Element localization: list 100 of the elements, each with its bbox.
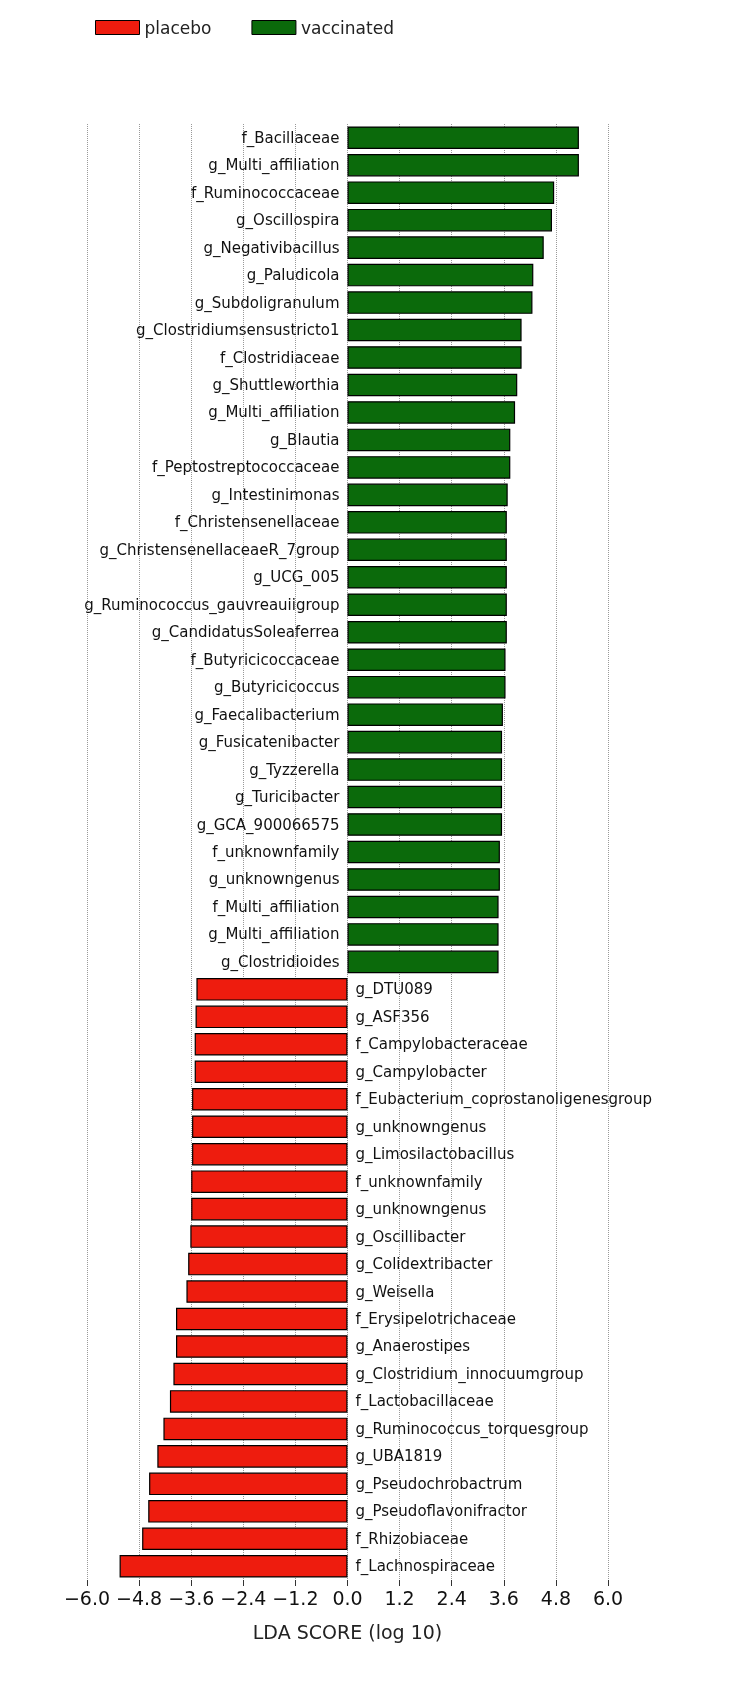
- bar: [149, 1472, 348, 1496]
- bar: [347, 785, 503, 809]
- x-tick-label: −4.8: [116, 1586, 163, 1609]
- bar: [192, 1087, 348, 1111]
- bar: [347, 675, 506, 699]
- y-tick-label: g_Butyricicoccus: [213, 678, 340, 698]
- y-tick-label: g_Limosilactobacillus: [355, 1145, 515, 1165]
- bar: [347, 593, 507, 617]
- bar: [196, 978, 348, 1001]
- y-tick-label: g_unknowngenus: [208, 870, 340, 890]
- bar: [347, 236, 544, 259]
- y-tick-label: g_GCA_900066575: [196, 815, 340, 835]
- bar: [195, 1005, 348, 1029]
- y-tick-label: g_Oscillospira: [236, 211, 340, 231]
- y-tick-label: f_unknownfamily: [212, 843, 340, 862]
- x-tick-label: 4.8: [540, 1586, 572, 1609]
- y-tick-label: g_Faecalibacterium: [194, 705, 340, 725]
- y-tick-label: g_Intestinimonas: [211, 485, 340, 505]
- y-tick-label: f_Eubacterium_coprostanoligenesgroup: [355, 1090, 653, 1110]
- bar: [191, 1170, 348, 1193]
- bar: [347, 153, 579, 177]
- bar: [347, 566, 507, 589]
- y-tick-label: g_Colidextribacter: [355, 1255, 494, 1275]
- y-tick-label: g_Oscillibacter: [355, 1227, 467, 1247]
- y-tick-label: g_ChristensenellaceaeR_7group: [99, 540, 340, 560]
- bar: [157, 1445, 348, 1468]
- bar: [347, 456, 511, 479]
- y-tick-label: g_Pseudochrobactrum: [355, 1474, 523, 1494]
- bar: [347, 620, 507, 644]
- y-tick-label: f_Lactobacillaceae: [355, 1392, 494, 1412]
- bar: [347, 923, 499, 946]
- bar: [176, 1307, 348, 1331]
- x-tick-label: 1.2: [384, 1586, 415, 1609]
- bar: [347, 181, 555, 204]
- y-tick-label: g_Turicibacter: [235, 788, 341, 808]
- bar: [190, 1225, 348, 1248]
- y-tick-label: f_Campylobacteraceae: [355, 1035, 528, 1055]
- bar: [347, 868, 500, 891]
- bar: [347, 318, 522, 342]
- x-tick-label: 0.0: [332, 1586, 363, 1609]
- bar: [347, 126, 579, 149]
- legend-label: placebo: [144, 17, 212, 38]
- y-tick-label: g_Subdoligranulum: [194, 293, 340, 313]
- y-tick-label: g_unknowngenus: [355, 1117, 487, 1137]
- y-tick-label: f_unknownfamily: [355, 1172, 483, 1192]
- y-tick-label: g_Tyzzerella: [249, 760, 340, 780]
- y-tick-label: g_Multi_affiliation: [208, 925, 340, 945]
- x-tick-label: 6.0: [592, 1586, 624, 1609]
- bar: [192, 1142, 348, 1166]
- y-tick-label: g_Weisella: [355, 1282, 435, 1302]
- bar: [347, 730, 503, 754]
- bar: [186, 1280, 348, 1303]
- x-tick-label: −3.6: [168, 1586, 215, 1609]
- y-tick-label: g_Shuttleworthia: [212, 375, 340, 395]
- y-tick-label: f_Lachnospiraceae: [355, 1557, 496, 1577]
- y-tick-label: f_Rhizobiaceae: [355, 1529, 469, 1549]
- bar: [163, 1417, 348, 1441]
- bar: [194, 1060, 348, 1084]
- bar: [347, 511, 507, 534]
- bar: [347, 840, 500, 864]
- y-tick-label: f_Multi_affiliation: [212, 897, 340, 917]
- y-tick-label: g_Negativibacillus: [203, 238, 340, 258]
- bar: [188, 1252, 348, 1276]
- bar: [347, 538, 507, 562]
- bar: [347, 291, 533, 314]
- bar: [347, 373, 518, 397]
- y-tick-label: g_Clostridium_innocuumgroup: [355, 1364, 584, 1384]
- y-tick-label: g_Paludicola: [246, 266, 340, 286]
- y-tick-label: f_Erysipelotrichaceae: [355, 1310, 516, 1330]
- bar: [347, 346, 522, 369]
- bar: [347, 950, 499, 974]
- y-tick-label: f_Clostridiaceae: [220, 348, 340, 368]
- y-tick-label: g_UBA1819: [355, 1447, 443, 1467]
- x-tick-label: 3.6: [488, 1586, 519, 1609]
- y-tick-label: f_Ruminococcaceae: [190, 183, 340, 203]
- x-tick-label: 2.4: [436, 1586, 467, 1609]
- bar: [347, 758, 503, 781]
- bar: [347, 428, 511, 452]
- bar: [347, 813, 503, 836]
- bar: [347, 648, 506, 671]
- bar: [347, 703, 503, 726]
- y-tick-label: g_Multi_affiliation: [208, 156, 340, 176]
- y-tick-label: f_Peptostreptococcaceae: [152, 458, 340, 478]
- y-tick-label: g_Clostridioides: [221, 952, 340, 972]
- y-tick-label: g_ASF356: [355, 1007, 430, 1027]
- y-tick-label: f_Bacillaceae: [241, 128, 340, 148]
- y-tick-label: g_UCG_005: [253, 568, 340, 588]
- y-tick-label: g_DTU089: [355, 980, 433, 1000]
- y-tick-label: g_Pseudoflavonifractor: [355, 1502, 528, 1522]
- y-tick-label: g_Multi_affiliation: [208, 403, 340, 423]
- bar: [347, 208, 552, 232]
- x-tick-label: −1.2: [272, 1586, 319, 1609]
- bar: [347, 401, 516, 424]
- y-tick-label: g_unknowngenus: [355, 1200, 487, 1220]
- bar: [173, 1362, 348, 1386]
- x-tick-label: −6.0: [63, 1586, 111, 1609]
- bar: [347, 895, 499, 919]
- y-tick-label: f_Christensenellaceae: [174, 513, 340, 533]
- bar: [169, 1390, 348, 1413]
- bar: [347, 483, 508, 507]
